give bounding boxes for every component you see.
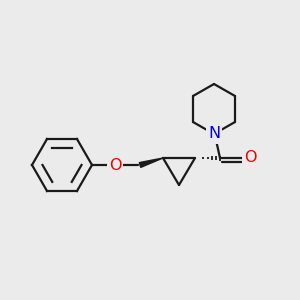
Text: O: O [244,151,256,166]
Polygon shape [139,158,163,167]
Text: O: O [109,158,121,172]
Text: N: N [208,127,220,142]
